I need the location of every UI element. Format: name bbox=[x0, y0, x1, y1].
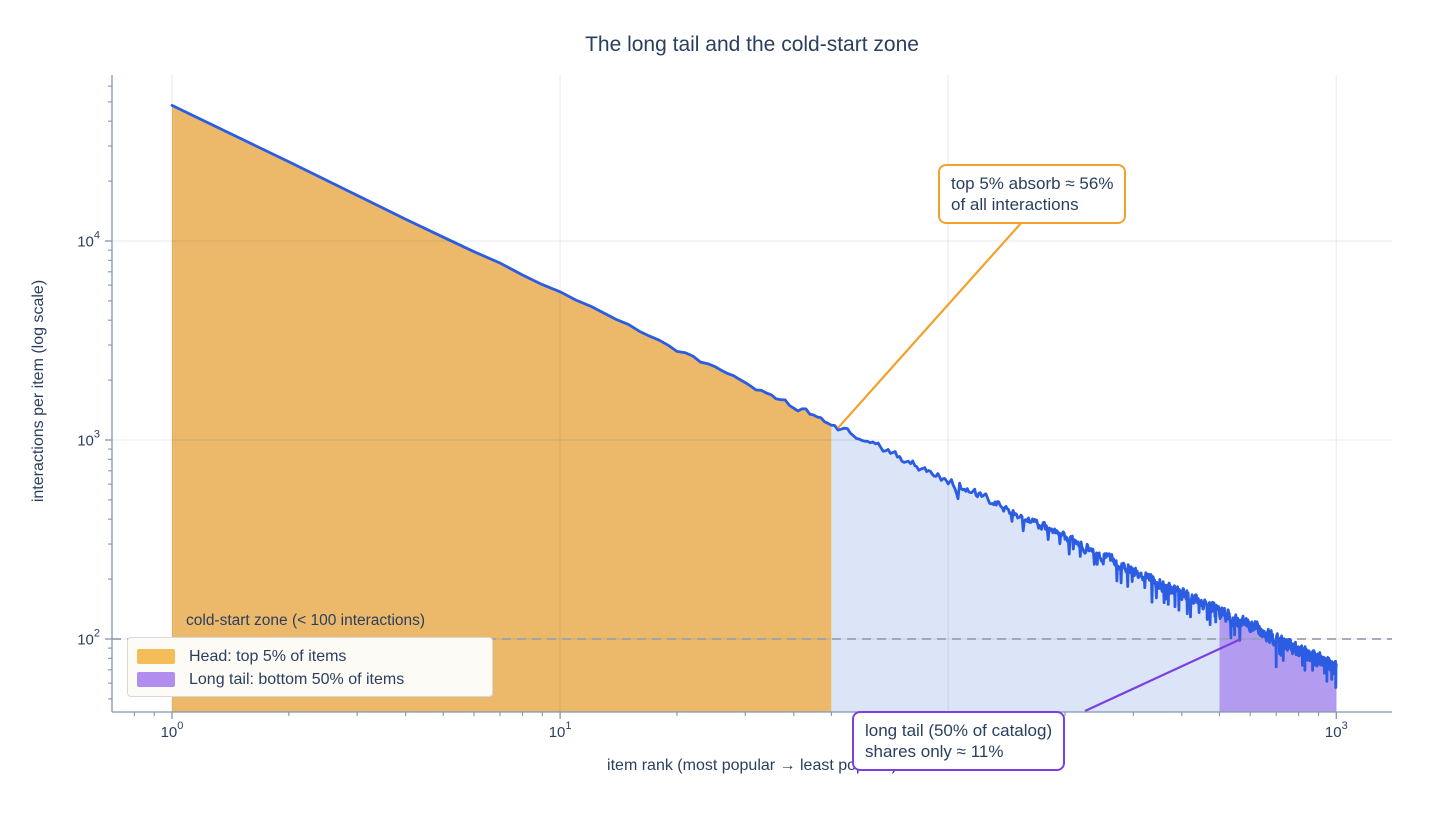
legend-item-long-tail: Long tail: bottom 50% of items bbox=[137, 668, 492, 691]
annotation-tail-share: long tail (50% of catalog) shares only ≈… bbox=[852, 711, 1066, 771]
annotation-head-share: top 5% absorb ≈ 56% of all interactions bbox=[938, 164, 1127, 224]
tail-annotation-leader bbox=[1084, 638, 1242, 712]
legend-item-head: Head: top 5% of items bbox=[137, 645, 492, 668]
head-annotation-leader bbox=[837, 221, 1023, 429]
mid-tail-region-fill bbox=[831, 425, 1337, 712]
x-tick-label: 101 bbox=[548, 720, 572, 741]
legend: Head: top 5% of items Long tail: bottom … bbox=[127, 637, 493, 697]
y-axis-title: interactions per item (log scale) bbox=[30, 279, 47, 503]
head-color-swatch bbox=[137, 649, 175, 664]
x-tick-label: 103 bbox=[1324, 720, 1348, 741]
chart-title: The long tail and the cold-start zone bbox=[585, 33, 919, 56]
annotation-tail-share-line1: long tail (50% of catalog) bbox=[865, 721, 1053, 740]
popularity-curve bbox=[170, 104, 1338, 689]
y-tick-label: 102 bbox=[77, 627, 100, 649]
cold-start-zone-label: cold-start zone (< 100 interactions) bbox=[186, 612, 426, 629]
legend-label-long-tail: Long tail: bottom 50% of items bbox=[189, 670, 405, 688]
x-tick-label: 100 bbox=[160, 720, 184, 741]
long-tail-color-swatch bbox=[137, 672, 175, 687]
y-tick-label: 104 bbox=[77, 229, 100, 251]
annotation-head-share-line2: of all interactions bbox=[951, 195, 1079, 214]
y-tick-label: 103 bbox=[77, 428, 100, 450]
annotation-tail-share-line2: shares only ≈ 11% bbox=[865, 742, 1004, 761]
legend-label-head: Head: top 5% of items bbox=[189, 647, 347, 665]
long-tail-region-fill bbox=[1219, 607, 1337, 712]
annotation-head-share-line1: top 5% absorb ≈ 56% bbox=[951, 174, 1114, 193]
x-axis-title: item rank (most popular → least popular) bbox=[607, 757, 897, 774]
head-region-fill bbox=[172, 105, 832, 712]
